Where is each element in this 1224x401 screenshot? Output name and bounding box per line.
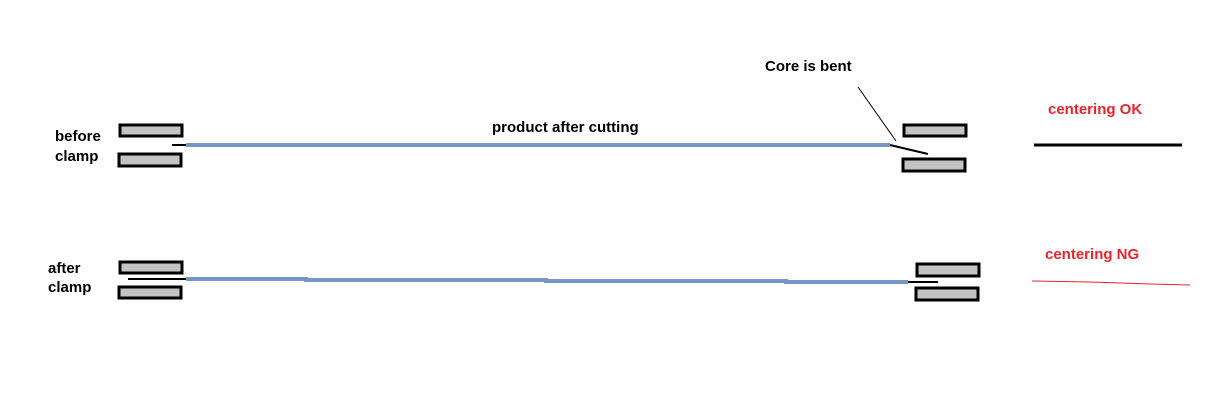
before-clamp-label-line2: clamp [55,148,98,165]
centering-ng-label: centering NG [1045,246,1139,263]
after-clamp-label-line1: after [48,260,81,277]
left-lower-clamp-jaw [117,152,183,168]
right-upper-clamp-jaw-top [902,123,968,138]
right-lower-clamp-jaw-bottom [914,286,980,302]
centering-ng-line [1031,280,1191,286]
right-lower-clamp-jaw-top [901,157,967,173]
bent-core-segment [889,144,929,155]
centering-ok-label: centering OK [1048,101,1142,118]
left-upper-clamp-jaw-bottom [118,260,184,275]
product-after-cutting-label: product after cutting [492,119,639,136]
core-is-bent-label: Core is bent [765,58,852,75]
before-clamp-label-line1: before [55,128,101,145]
left-lower-clamp-jaw-bottom [117,285,183,300]
left-upper-clamp-jaw [118,123,184,138]
after-clamp-label-line2: clamp [48,279,91,296]
right-upper-clamp-jaw-bottom [915,262,981,278]
core-is-bent-pointer [857,86,897,142]
product-line-bottom [186,277,908,284]
